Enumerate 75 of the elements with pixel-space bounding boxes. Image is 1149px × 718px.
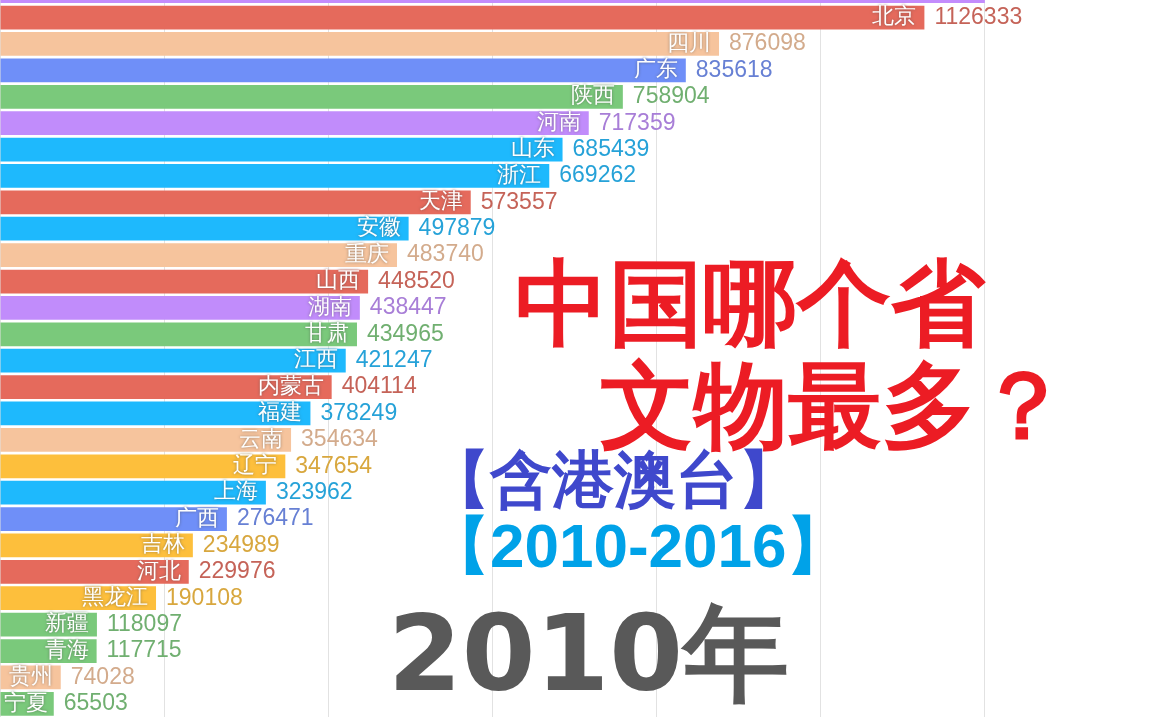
data-label: 229976	[198, 557, 276, 584]
bar	[0, 296, 360, 320]
y-tick-label: 江西	[293, 346, 338, 372]
bar	[0, 480, 266, 505]
y-tick-label: 山西	[316, 267, 361, 293]
y-tick-label: 云南	[239, 425, 284, 451]
y-tick-label: 广西	[174, 504, 219, 530]
y-tick-label: 上海	[213, 478, 258, 504]
bar	[0, 559, 189, 584]
bar	[0, 428, 292, 452]
data-label: 276471	[236, 504, 314, 531]
y-tick-label: 北京	[872, 3, 917, 29]
bar	[0, 216, 409, 241]
data-label: 758904	[632, 82, 710, 109]
data-label: 190108	[166, 583, 243, 610]
data-label: 404114	[341, 372, 417, 399]
data-label: 354634	[301, 425, 379, 452]
data-label: 234989	[202, 530, 280, 557]
y-tick-label: 广东	[633, 56, 678, 82]
y-tick-label: 青海	[44, 636, 89, 662]
data-label: 669262	[559, 161, 637, 188]
y-tick-label: 天津	[418, 188, 463, 214]
data-label: 448520	[378, 266, 455, 293]
data-label: 483740	[407, 240, 484, 267]
data-label: 438447	[369, 293, 447, 320]
y-tick-label: 甘肃	[304, 320, 349, 346]
data-label: 685439	[572, 134, 650, 161]
y-tick-label: 黑龙江	[82, 583, 149, 609]
bar	[0, 111, 589, 136]
data-label: 497879	[418, 214, 496, 241]
y-tick-label: 陕西	[570, 82, 615, 108]
data-label: 117715	[106, 636, 182, 663]
y-tick-label: 浙江	[497, 161, 542, 187]
y-tick-label: 辽宁	[233, 451, 278, 477]
bar	[0, 164, 550, 188]
bar	[0, 84, 623, 109]
data-label: 1126333	[934, 2, 1023, 29]
data-label: 74028	[70, 662, 135, 689]
y-tick-label: 四川	[667, 29, 712, 55]
bar	[0, 401, 311, 426]
annotation: 2010年	[388, 592, 790, 715]
y-tick-label: 吉林	[140, 531, 185, 557]
y-tick-label: 安徽	[356, 214, 401, 240]
bar	[0, 375, 332, 399]
y-tick-label: 新疆	[44, 610, 89, 636]
data-label: 434965	[366, 319, 444, 346]
data-label: 835618	[695, 55, 773, 82]
y-tick-label: 宁夏	[4, 689, 48, 715]
data-label: 717359	[598, 108, 676, 135]
data-label: 421247	[355, 346, 433, 373]
data-label: 378249	[320, 398, 398, 425]
bar	[0, 454, 286, 479]
data-label: 118097	[106, 609, 182, 636]
data-label: 876098	[729, 29, 806, 56]
y-tick-label: 福建	[258, 399, 303, 425]
data-label: 347654	[295, 451, 373, 478]
bar	[0, 137, 563, 162]
bar	[0, 58, 686, 83]
bar	[0, 322, 357, 347]
y-tick-label: 重庆	[345, 240, 390, 266]
y-tick-label: 贵州	[8, 663, 53, 689]
bar	[0, 269, 369, 294]
bar	[0, 190, 471, 215]
data-label: 323962	[275, 478, 353, 504]
y-tick-label: 湖南	[307, 293, 352, 319]
y-tick-label: 内蒙古	[257, 372, 324, 398]
y-tick-label: 河北	[136, 557, 181, 583]
y-tick-label: 山东	[510, 135, 555, 161]
y-tick-label: 河南	[536, 108, 581, 134]
data-label: 573557	[480, 187, 558, 214]
bar	[0, 348, 346, 373]
bar	[0, 243, 398, 267]
bar	[0, 32, 720, 56]
data-label: 65503	[63, 689, 128, 716]
bar	[0, 507, 227, 531]
